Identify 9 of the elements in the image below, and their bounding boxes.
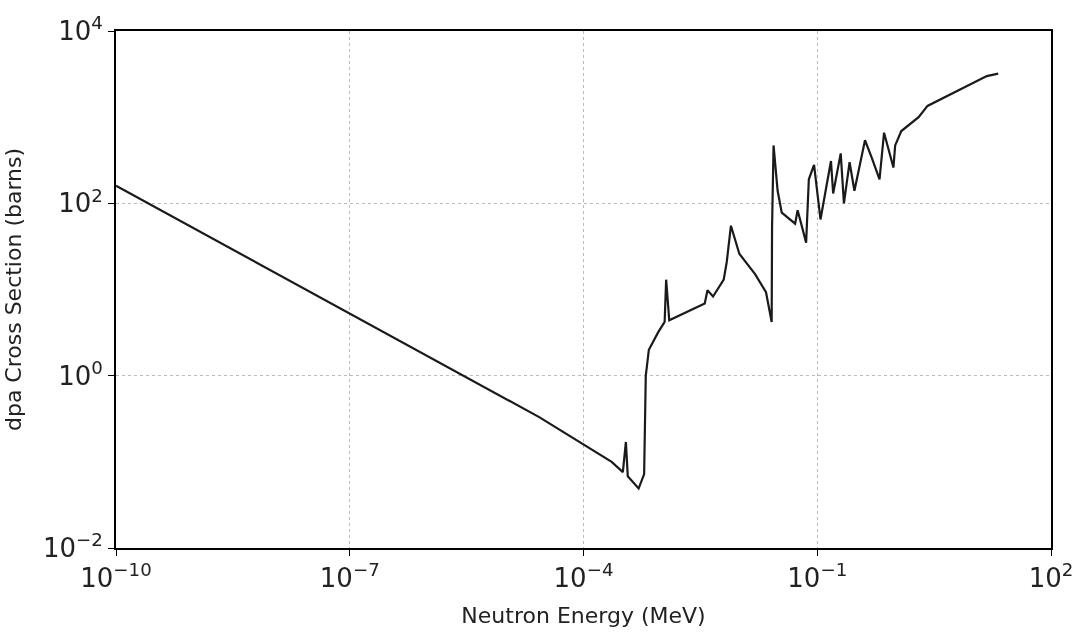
x-axis-title: Neutron Energy (MeV): [461, 602, 706, 628]
y-axis-title: dpa Cross Section (barns): [1, 147, 27, 432]
x-tick-label: 10$^{−1}$: [787, 559, 848, 594]
x-tick-label: 10$^{−4}$: [553, 559, 614, 594]
x-tick-label: 10$^{2}$: [1028, 559, 1074, 594]
x-tick-label: 10$^{−7}$: [319, 559, 380, 594]
y-tick-label: 10$^{0}$: [58, 356, 103, 391]
y-tick-label: 10$^{2}$: [58, 184, 103, 219]
y-tick-label: 10$^{4}$: [58, 12, 103, 47]
